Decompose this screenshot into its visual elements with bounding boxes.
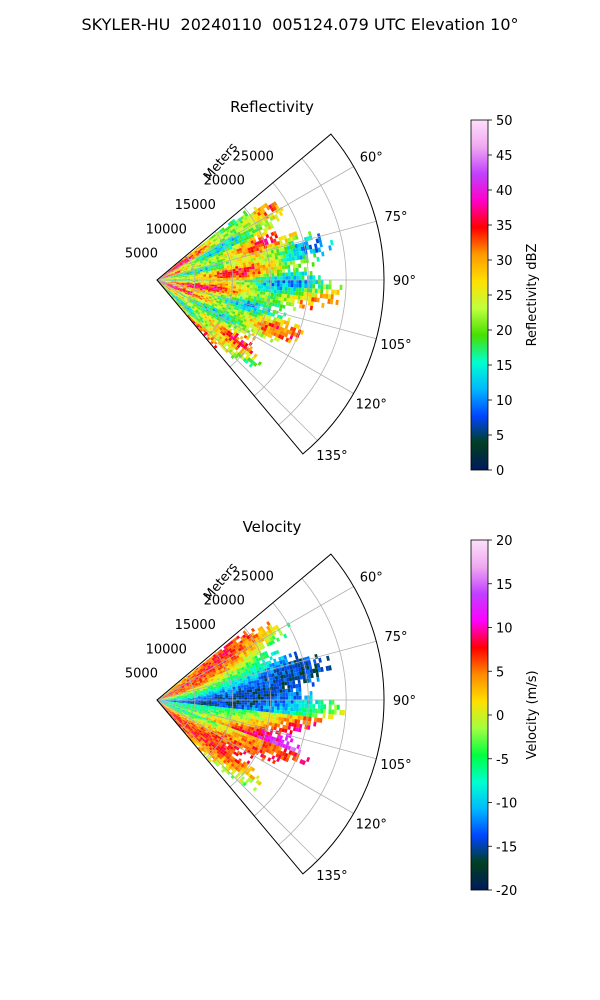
radial-tick-label: 5000 — [125, 667, 158, 682]
colorbar-tick-label: 0 — [496, 464, 504, 479]
colorbar-tick-label: 15 — [496, 578, 513, 593]
colorbar-tick-label: 40 — [496, 184, 513, 199]
sector-outline — [156, 553, 385, 875]
panel-title: Velocity — [243, 518, 302, 536]
angle-gridline — [156, 640, 377, 701]
radial-tick-label: 20000 — [204, 174, 245, 189]
colorbar-tick-label: -20 — [496, 884, 517, 899]
colorbar-tick-label: 20 — [496, 324, 513, 339]
angle-tick-label: 120° — [356, 818, 387, 833]
colorbar-label: Velocity (m/s) — [525, 670, 540, 759]
angle-tick-label: 135° — [316, 449, 347, 464]
colorbar-tick-label: 20 — [496, 534, 513, 549]
radial-gridline — [278, 158, 347, 426]
angle-gridline — [156, 220, 377, 281]
radial-gridline — [205, 231, 234, 339]
radial-tick-label: 15000 — [175, 198, 216, 213]
angle-gridline — [156, 586, 354, 701]
colorbar-tick-label: 50 — [496, 114, 513, 129]
figure-title: SKYLER-HU 20240110 005124.079 UTC Elevat… — [81, 15, 519, 34]
angle-tick-label: 90° — [393, 274, 416, 289]
colorbar-tick-label: 35 — [496, 219, 513, 234]
radial-tick-label: 10000 — [146, 222, 187, 237]
radial-tick-label: 15000 — [175, 618, 216, 633]
reflectivity-panel: Reflectivity60°75°90°105°120°135°5000100… — [125, 98, 540, 479]
colorbar-tick-label: 25 — [496, 289, 513, 304]
angle-gridline — [156, 699, 377, 760]
colorbar-tick-label: -5 — [496, 753, 509, 768]
angle-tick-label: 90° — [393, 694, 416, 709]
angle-tick-label: 135° — [316, 869, 347, 884]
colorbar-tick-label: 5 — [496, 429, 504, 444]
angle-tick-label: 60° — [360, 150, 383, 165]
radial-tick-label: 25000 — [233, 569, 274, 584]
radial-gridline — [278, 578, 347, 846]
angle-tick-label: 75° — [384, 210, 407, 225]
colorbar-tick-label: 10 — [496, 622, 513, 637]
radar-field — [158, 201, 343, 368]
angle-tick-label: 105° — [380, 338, 411, 353]
angle-gridline — [156, 166, 354, 281]
angle-tick-label: 75° — [384, 630, 407, 645]
angle-gridline — [156, 279, 318, 441]
colorbar — [470, 119, 489, 471]
radial-tick-label: 25000 — [233, 149, 274, 164]
velocity-panel: Velocity 60° 75° 90° 105° 120° 135° 5000 10000 15… — [125, 518, 540, 899]
colorbar-tick-label: 5 — [496, 665, 504, 680]
angle-gridline — [156, 279, 377, 340]
colorbar — [470, 539, 489, 891]
angle-gridline — [156, 279, 354, 394]
colorbar-tick-label: 15 — [496, 359, 513, 374]
radial-gridline — [254, 602, 309, 817]
colorbar-tick-label: -15 — [496, 840, 517, 855]
radial-gridline — [254, 182, 309, 397]
radial-gridline — [229, 626, 271, 788]
colorbar-tick-label: 45 — [496, 149, 513, 164]
radial-gridline — [229, 206, 271, 368]
radial-tick-label: 20000 — [204, 594, 245, 609]
colorbar-tick-label: 10 — [496, 394, 513, 409]
sector-outline — [156, 133, 385, 455]
radial-tick-label: 10000 — [146, 642, 187, 657]
colorbar-tick-label: -10 — [496, 797, 517, 812]
angle-gridline — [156, 699, 354, 814]
angle-tick-label: 105° — [380, 758, 411, 773]
colorbar-label: Reflectivity dBZ — [525, 244, 540, 347]
angle-gridline — [156, 699, 318, 861]
angle-tick-label: 60° — [360, 570, 383, 585]
angle-tick-label: 120° — [356, 398, 387, 413]
radial-gridline — [205, 651, 234, 759]
colorbar-tick-label: 30 — [496, 254, 513, 269]
panel-title: Reflectivity — [230, 98, 314, 116]
radial-tick-label: 5000 — [125, 247, 158, 262]
colorbar-tick-label: 0 — [496, 709, 504, 724]
